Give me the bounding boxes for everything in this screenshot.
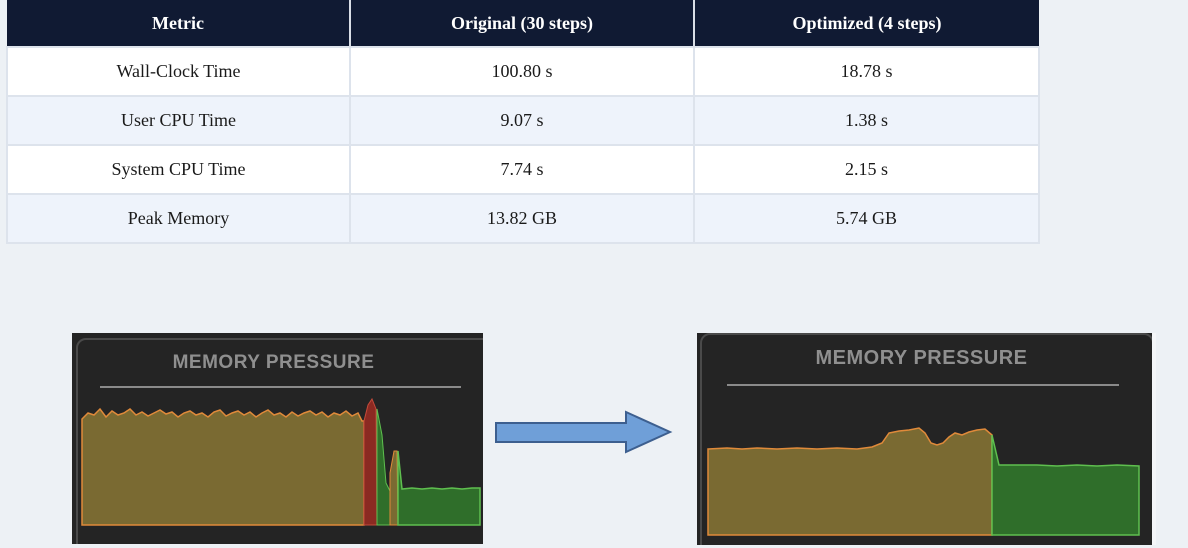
table-row: System CPU Time 7.74 s 2.15 s: [6, 144, 1040, 195]
original-value-cell: 7.74 s: [349, 144, 695, 195]
column-header-optimized: Optimized (4 steps): [694, 0, 1039, 47]
memory-pressure-title: MEMORY PRESSURE: [172, 352, 375, 373]
pressure-area-normal: [707, 427, 993, 536]
table-row: Peak Memory 13.82 GB 5.74 GB: [6, 193, 1040, 244]
title-divider: [727, 384, 1119, 386]
optimized-value-cell: 2.15 s: [693, 144, 1040, 195]
memory-pressure-before-image: MEMORY PRESSURE: [72, 333, 483, 544]
optimized-value-cell: 5.74 GB: [693, 193, 1040, 244]
column-header-original: Original (30 steps): [350, 0, 695, 47]
column-header-metric: Metric: [7, 0, 351, 47]
memory-pressure-graph: [707, 427, 1140, 536]
optimized-value-cell: 18.78 s: [693, 46, 1040, 97]
pressure-area-low: [397, 450, 481, 526]
original-value-cell: 13.82 GB: [349, 193, 695, 244]
pressure-area-warning: [389, 450, 399, 526]
table-row: Wall-Clock Time 100.80 s 18.78 s: [6, 46, 1040, 97]
panel-edge: [1152, 333, 1156, 545]
arrow-right-icon: [495, 410, 673, 454]
memory-pressure-title: MEMORY PRESSURE: [815, 347, 1028, 369]
optimized-value-cell: 1.38 s: [693, 95, 1040, 146]
table-header-row: Metric Original (30 steps) Optimized (4 …: [7, 0, 1039, 47]
title-divider: [100, 386, 461, 388]
original-value-cell: 9.07 s: [349, 95, 695, 146]
metrics-table: Metric Original (30 steps) Optimized (4 …: [6, 0, 1040, 244]
memory-pressure-after-image: MEMORY PRESSURE: [697, 333, 1156, 545]
pressure-area-normal: [81, 407, 365, 526]
memory-pressure-graph: [81, 397, 481, 526]
metric-name-cell: Wall-Clock Time: [6, 46, 351, 97]
metric-name-cell: User CPU Time: [6, 95, 351, 146]
panel-frame: [76, 338, 483, 544]
metric-name-cell: System CPU Time: [6, 144, 351, 195]
metric-name-cell: Peak Memory: [6, 193, 351, 244]
table-row: User CPU Time 9.07 s 1.38 s: [6, 95, 1040, 146]
pressure-area-low: [991, 434, 1140, 536]
original-value-cell: 100.80 s: [349, 46, 695, 97]
pressure-area-critical: [363, 397, 378, 526]
